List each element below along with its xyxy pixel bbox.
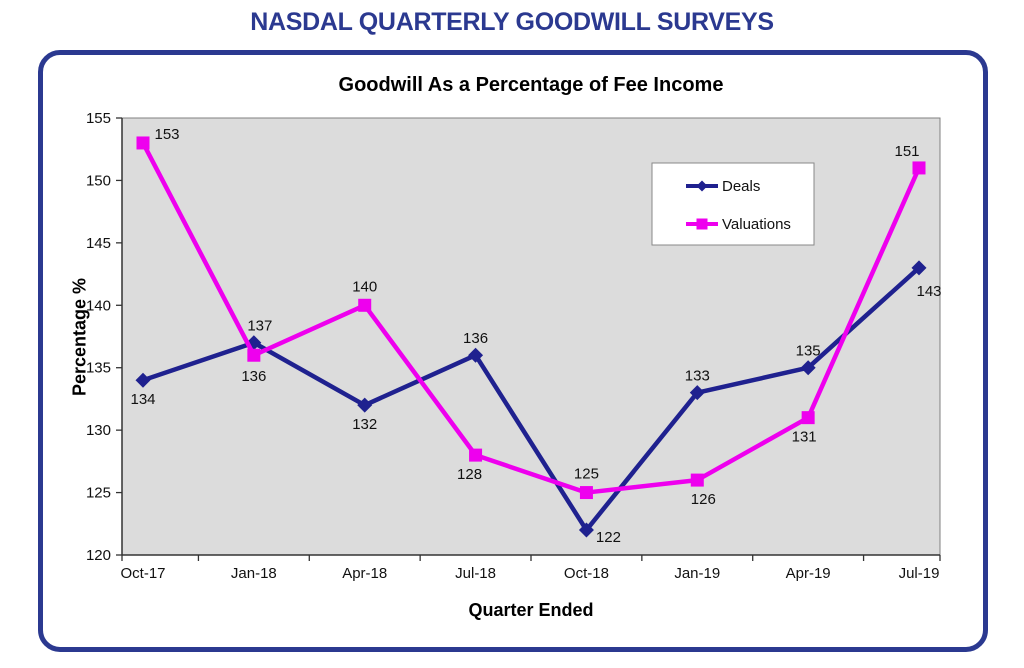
square-marker-icon (801, 411, 815, 425)
legend-label: Deals (722, 178, 760, 195)
x-tick-label: Oct-18 (564, 565, 609, 582)
data-label: 126 (691, 491, 716, 508)
data-label: 135 (796, 343, 821, 360)
chart-title: Goodwill As a Percentage of Fee Income (338, 74, 724, 96)
diamond-marker-icon (911, 260, 927, 276)
square-marker-icon (358, 298, 372, 312)
data-label: 136 (241, 368, 266, 385)
data-label: 131 (792, 429, 817, 446)
x-tick-label: Apr-19 (786, 565, 831, 582)
y-tick-label: 125 (86, 485, 111, 502)
x-axis: Oct-17 Jan-18 Apr-18 Jul-18 Oct-18 Jan-19 Apr-… (120, 555, 941, 582)
x-tick-label: Jul-19 (899, 565, 940, 582)
y-tick-label: 120 (86, 547, 111, 564)
data-label: 128 (457, 466, 482, 483)
x-tick-label: Oct-17 (120, 565, 165, 582)
data-label: 132 (352, 416, 377, 433)
y-tick-label: 135 (86, 360, 111, 377)
legend: Deals Valuations (651, 162, 815, 246)
diamond-marker-icon (696, 180, 708, 192)
legend-box (651, 162, 815, 246)
x-tick-label: Jan-18 (231, 565, 277, 582)
diamond-marker-icon (357, 397, 373, 413)
y-tick-label: 145 (86, 235, 111, 252)
x-tick-label: Jul-18 (455, 565, 496, 582)
square-marker-icon (912, 161, 926, 175)
square-marker-icon (696, 218, 708, 230)
square-marker-icon (247, 348, 261, 362)
y-tick-label: 130 (86, 422, 111, 439)
x-tick-label: Apr-18 (342, 565, 387, 582)
data-label: 136 (463, 330, 488, 347)
x-tick-label: Jan-19 (674, 565, 720, 582)
diamond-marker-icon (689, 385, 705, 401)
diamond-marker-icon (578, 522, 594, 538)
data-label: 143 (916, 283, 941, 300)
data-label: 153 (154, 126, 179, 143)
series-valuations: 153 136 140 128 125 126 131 151 (136, 126, 926, 508)
diamond-marker-icon (468, 347, 484, 363)
data-label: 122 (596, 529, 621, 546)
data-label: 137 (247, 318, 272, 335)
square-marker-icon (136, 136, 150, 150)
data-label: 151 (894, 143, 919, 160)
square-marker-icon (579, 486, 593, 500)
diamond-marker-icon (800, 360, 816, 376)
data-label: 140 (352, 278, 377, 295)
diamond-marker-icon (135, 372, 151, 388)
y-tick-label: 150 (86, 172, 111, 189)
data-label: 134 (130, 391, 155, 408)
y-tick-label: 140 (86, 297, 111, 314)
y-tick-label: 155 (86, 110, 111, 127)
page-title: NASDAL QUARTERLY GOODWILL SURVEYS (250, 8, 774, 36)
legend-label: Valuations (722, 216, 791, 233)
y-axis: 120 125 130 135 140 145 150 155 (86, 110, 122, 564)
series-line (140, 265, 922, 533)
square-marker-icon (690, 473, 704, 487)
x-axis-title: Quarter Ended (468, 600, 594, 620)
series-line (140, 140, 922, 495)
data-label: 133 (685, 368, 710, 385)
data-label: 125 (574, 466, 599, 483)
square-marker-icon (469, 448, 483, 462)
